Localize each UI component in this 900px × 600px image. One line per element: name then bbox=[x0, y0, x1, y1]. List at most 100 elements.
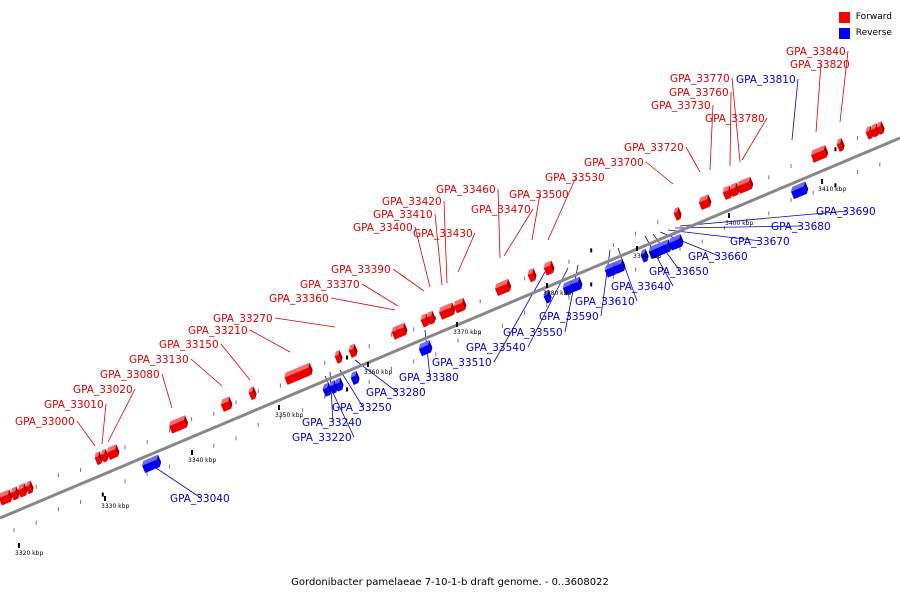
forward-gene-block bbox=[438, 302, 456, 320]
forward-gene-block bbox=[100, 448, 109, 463]
forward-gene-block bbox=[220, 396, 233, 412]
leader-line bbox=[839, 50, 849, 123]
legend-forward: Forward bbox=[838, 9, 892, 25]
leader-line bbox=[709, 104, 714, 171]
forward-gene-block bbox=[348, 343, 358, 358]
leader-line bbox=[645, 161, 674, 185]
reverse-gene-block bbox=[142, 454, 162, 474]
forward-gene-block bbox=[248, 386, 257, 401]
gene-label-gpa-33690: GPA_33690 bbox=[816, 206, 876, 218]
leader-line bbox=[330, 297, 396, 311]
forward-gene-block bbox=[736, 176, 754, 194]
gene-label-gpa-33670: GPA_33670 bbox=[730, 236, 790, 248]
leader-line bbox=[361, 283, 399, 307]
scale-label: 3400 kbp bbox=[725, 220, 753, 227]
reverse-gene-block bbox=[350, 370, 360, 385]
gene-label-gpa-33240: GPA_33240 bbox=[302, 417, 362, 429]
gene-label-gpa-33360: GPA_33360 bbox=[269, 293, 329, 305]
gene-label-gpa-33380: GPA_33380 bbox=[399, 372, 459, 384]
legend-reverse: Reverse bbox=[838, 25, 892, 41]
forward-gene-block bbox=[810, 144, 829, 163]
leader-line bbox=[679, 210, 848, 227]
reverse-gene-block bbox=[790, 181, 809, 200]
leader-line bbox=[443, 200, 448, 284]
gene-label-gpa-33470: GPA_33470 bbox=[471, 204, 531, 216]
leader-line bbox=[392, 268, 425, 292]
forward-gene-block bbox=[426, 310, 436, 325]
forward-gene-block bbox=[420, 313, 430, 328]
legend-forward-label: Forward bbox=[855, 12, 892, 22]
gene-label-gpa-33130: GPA_33130 bbox=[129, 354, 189, 366]
forward-gene-block bbox=[17, 483, 28, 498]
gene-label-gpa-33730: GPA_33730 bbox=[651, 100, 711, 112]
leader-line bbox=[547, 176, 577, 241]
leader-line bbox=[155, 467, 202, 499]
gene-label-gpa-33550: GPA_33550 bbox=[503, 327, 563, 339]
gene-label-gpa-33280: GPA_33280 bbox=[366, 387, 426, 399]
scale-label: 3390 kbp bbox=[633, 253, 661, 260]
legend-reverse-label: Reverse bbox=[855, 28, 892, 38]
scale-labels: 3320 kbp 3330 kbp 3340 kbp 3350 kbp 3360 kbp… bbox=[15, 179, 846, 557]
forward-gene-block bbox=[722, 185, 733, 200]
reverse-gene-block bbox=[543, 289, 552, 304]
gene-label-gpa-33040: GPA_33040 bbox=[170, 493, 230, 505]
leader-line bbox=[497, 188, 501, 259]
gene-label-gpa-33080: GPA_33080 bbox=[100, 369, 160, 381]
forward-gene-block bbox=[25, 480, 34, 495]
gene-label-gpa-33700: GPA_33700 bbox=[584, 157, 644, 169]
gene-label-gpa-33760: GPA_33760 bbox=[669, 87, 729, 99]
gene-label-gpa-33460: GPA_33460 bbox=[436, 184, 496, 196]
forward-gene-block bbox=[876, 121, 885, 135]
gene-label-gpa-33530: GPA_33530 bbox=[545, 172, 605, 184]
gene-label-gpa-33270: GPA_33270 bbox=[213, 313, 273, 325]
forward-gene-block bbox=[836, 138, 845, 152]
leader-line bbox=[190, 358, 223, 387]
leader-line bbox=[731, 77, 741, 163]
forward-gene-block bbox=[284, 362, 313, 385]
gene-label-gpa-33770: GPA_33770 bbox=[670, 73, 730, 85]
leader-line bbox=[76, 420, 96, 447]
gene-label-gpa-33010: GPA_33010 bbox=[44, 399, 104, 411]
forward-gene-block bbox=[698, 194, 712, 210]
gene-label-gpa-33720: GPA_33720 bbox=[624, 142, 684, 154]
scale-label: 3380 kbp bbox=[543, 290, 571, 297]
leader-line bbox=[685, 146, 701, 173]
leader-line bbox=[220, 343, 251, 381]
leader-line bbox=[457, 232, 476, 273]
gene-label-gpa-33370: GPA_33370 bbox=[300, 279, 360, 291]
genome-axis bbox=[0, 136, 900, 520]
reverse-gene-block bbox=[640, 248, 649, 263]
gene-label-gpa-33660: GPA_33660 bbox=[688, 251, 748, 263]
forward-gene-block bbox=[334, 349, 343, 364]
leader-line bbox=[503, 208, 534, 257]
leader-line bbox=[791, 78, 799, 141]
scale-label: 3330 kbp bbox=[101, 503, 129, 510]
leader-line bbox=[674, 225, 803, 229]
gene-label-gpa-33430: GPA_33430 bbox=[413, 228, 473, 240]
gene-label-gpa-33250: GPA_33250 bbox=[332, 402, 392, 414]
leader-line bbox=[249, 329, 291, 353]
gene-blocks bbox=[0, 121, 885, 506]
gene-label-gpa-33650: GPA_33650 bbox=[649, 266, 709, 278]
gene-label-gpa-33590: GPA_33590 bbox=[539, 311, 599, 323]
gene-label-gpa-33210: GPA_33210 bbox=[188, 325, 248, 337]
reverse-gene-block bbox=[418, 340, 433, 357]
gene-label-gpa-33390: GPA_33390 bbox=[331, 264, 391, 276]
forward-gene-block bbox=[396, 322, 408, 338]
reverse-gene-block bbox=[613, 258, 626, 274]
gene-label-gpa-33410: GPA_33410 bbox=[373, 209, 433, 221]
forward-gene-block bbox=[543, 260, 555, 276]
gene-label-gpa-33500: GPA_33500 bbox=[509, 189, 569, 201]
gene-labels: GPA_33000 GPA_33010 GPA_33020 GPA_33080 GPA_… bbox=[15, 46, 876, 505]
reverse-swatch bbox=[838, 27, 850, 39]
forward-gene-block bbox=[729, 182, 740, 197]
gene-label-gpa-33220: GPA_33220 bbox=[292, 432, 352, 444]
legend: Forward Reverse bbox=[838, 9, 892, 41]
reverse-gene-block bbox=[674, 234, 684, 249]
genome-caption: Gordonibacter pamelaeae 7-10-1-b draft g… bbox=[291, 577, 609, 588]
reverse-gene-block bbox=[661, 239, 672, 254]
gene-label-gpa-33420: GPA_33420 bbox=[382, 196, 442, 208]
gene-label-gpa-33510: GPA_33510 bbox=[432, 357, 492, 369]
forward-gene-block bbox=[673, 206, 682, 221]
